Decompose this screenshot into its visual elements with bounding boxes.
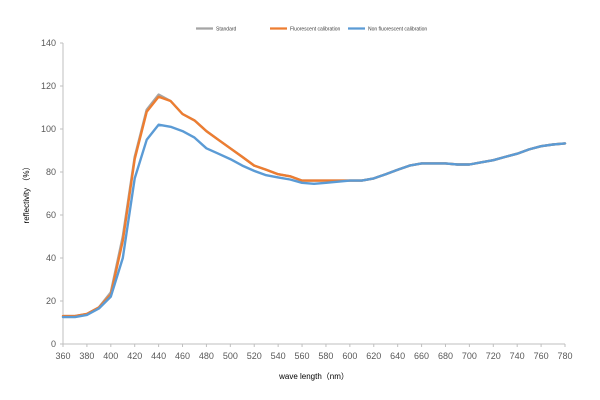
y-axis-title: reflectivity （%）	[22, 163, 31, 224]
x-tick-label: 420	[127, 351, 142, 361]
x-tick-label: 740	[510, 351, 525, 361]
x-tick-label: 660	[414, 351, 429, 361]
y-tick-label: 80	[46, 167, 56, 177]
x-tick-label: 760	[534, 351, 549, 361]
y-tick-label: 20	[46, 296, 56, 306]
y-tick-label: 140	[41, 38, 56, 48]
x-tick-label: 520	[247, 351, 262, 361]
legend-label: Standard	[216, 27, 237, 33]
x-tick-label: 680	[438, 351, 453, 361]
legend-label: Fluorescent calibration	[290, 27, 341, 33]
series-line-3	[61, 123, 567, 319]
y-tick-label: 100	[41, 124, 56, 134]
y-tick-label: 0	[51, 339, 56, 349]
legend-item: Non fluorescent calibration	[348, 27, 427, 33]
series-line-1	[61, 93, 567, 318]
x-tick-label: 640	[390, 351, 405, 361]
series-line-2	[61, 95, 567, 318]
x-tick-label: 360	[55, 351, 70, 361]
series-lines	[61, 93, 567, 319]
legend-item: Fluorescent calibration	[270, 27, 341, 33]
x-tick-label: 500	[223, 351, 238, 361]
x-tick-label: 580	[318, 351, 333, 361]
y-tick-label: 60	[46, 210, 56, 220]
x-tick-label: 380	[79, 351, 94, 361]
x-tick-label: 400	[103, 351, 118, 361]
x-tick-labels: 360 380 400 420 440 460 480 500 520 540 560 580 600 6…	[55, 344, 573, 361]
y-tick-labels: 0 20 40 60 80 100 120 140	[41, 38, 63, 349]
x-tick-label: 700	[462, 351, 477, 361]
x-tick-label: 480	[199, 351, 214, 361]
x-tick-label: 440	[151, 351, 166, 361]
x-tick-label: 600	[342, 351, 357, 361]
x-tick-label: 780	[557, 351, 572, 361]
y-tick-label: 120	[41, 81, 56, 91]
x-tick-label: 540	[271, 351, 286, 361]
axes	[62, 43, 565, 345]
legend: Standard Fluorescent calibration Non fluor…	[196, 27, 427, 33]
y-tick-label: 40	[46, 253, 56, 263]
x-tick-label: 460	[175, 351, 190, 361]
legend-item: Standard	[196, 27, 237, 33]
x-axis-title: wave length（nm）	[278, 372, 349, 381]
x-tick-label: 560	[295, 351, 310, 361]
x-tick-label: 720	[486, 351, 501, 361]
legend-label: Non fluorescent calibration	[368, 27, 427, 33]
x-tick-label: 620	[366, 351, 381, 361]
